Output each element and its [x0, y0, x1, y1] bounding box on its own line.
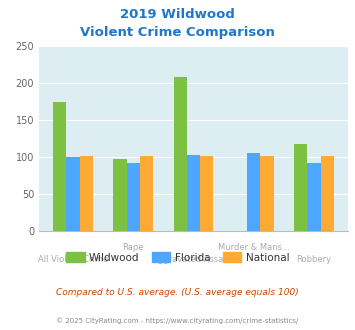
Bar	[66, 157, 80, 231]
Bar	[80, 156, 93, 231]
Text: Aggravated Assault: Aggravated Assault	[152, 255, 235, 264]
Bar	[187, 155, 200, 231]
Bar	[260, 156, 274, 231]
Bar	[174, 77, 187, 231]
Text: Compared to U.S. average. (U.S. average equals 100): Compared to U.S. average. (U.S. average …	[56, 287, 299, 297]
Bar	[127, 163, 140, 231]
Bar	[307, 163, 321, 231]
Bar	[140, 156, 153, 231]
Text: Murder & Mans...: Murder & Mans...	[218, 243, 290, 252]
Bar	[200, 156, 213, 231]
Bar	[321, 156, 334, 231]
Bar	[294, 144, 307, 231]
Text: Robbery: Robbery	[296, 255, 332, 264]
Bar	[113, 158, 127, 231]
Text: All Violent Crime: All Violent Crime	[38, 255, 108, 264]
Text: Rape: Rape	[122, 243, 144, 252]
Text: 2019 Wildwood: 2019 Wildwood	[120, 8, 235, 21]
Bar	[53, 102, 66, 231]
Legend: Wildwood, Florida, National: Wildwood, Florida, National	[61, 248, 294, 267]
Text: Violent Crime Comparison: Violent Crime Comparison	[80, 26, 275, 39]
Bar	[247, 153, 260, 231]
Text: © 2025 CityRating.com - https://www.cityrating.com/crime-statistics/: © 2025 CityRating.com - https://www.city…	[56, 317, 299, 324]
